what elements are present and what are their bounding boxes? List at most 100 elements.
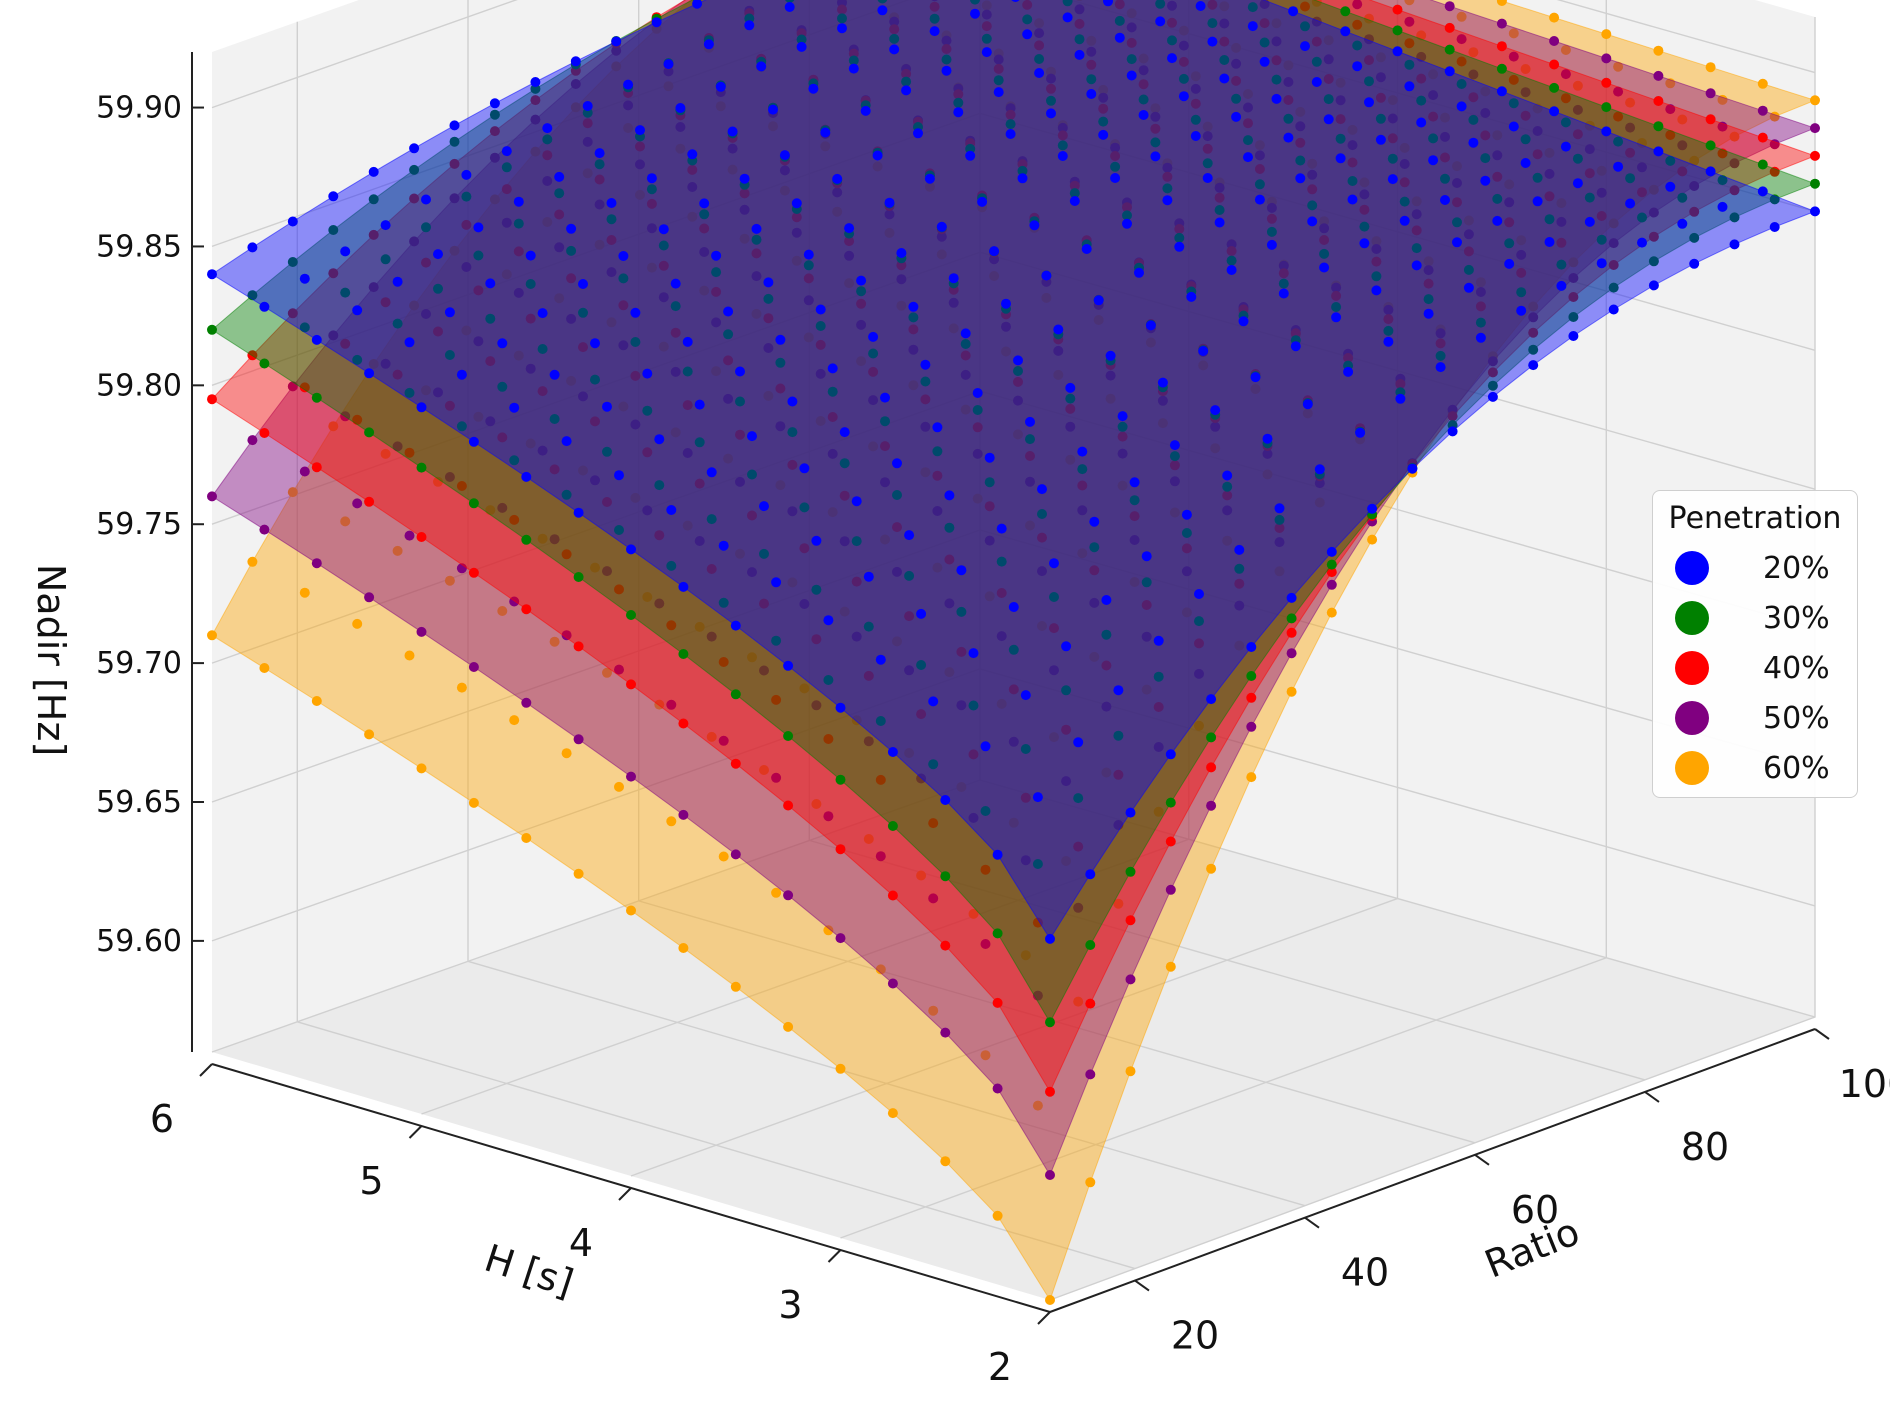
data-point [863, 621, 874, 632]
data-point [1532, 126, 1543, 136]
data-point [1532, 149, 1543, 160]
data-point [1331, 312, 1342, 323]
data-point [1234, 563, 1245, 574]
data-point [1300, 1, 1310, 12]
data-point [779, 185, 790, 196]
data-point [1032, 917, 1043, 928]
data-point [623, 79, 634, 90]
data-point [1022, 14, 1033, 25]
data-point [611, 61, 622, 72]
data-point [509, 715, 520, 726]
data-point [1126, 8, 1137, 19]
data-point [889, 16, 900, 27]
data-point [896, 260, 907, 271]
data-point [1153, 742, 1164, 752]
data-point [984, 501, 995, 512]
data-point [1153, 635, 1164, 646]
data-point [1246, 692, 1257, 703]
data-point [1463, 215, 1474, 226]
data-point [884, 209, 895, 220]
data-point [578, 391, 588, 402]
data-point [614, 781, 624, 792]
data-point [1165, 836, 1176, 847]
data-point [1266, 239, 1277, 250]
data-point [1202, 121, 1213, 132]
data-point [694, 478, 705, 489]
data-point [872, 150, 883, 161]
data-point [1093, 295, 1104, 306]
data-point [1757, 78, 1768, 89]
data-point [851, 496, 862, 507]
legend: Penetration 20% 30% 40% 50% 60% [1652, 490, 1858, 798]
data-point [1367, 534, 1378, 545]
data-point [972, 493, 983, 504]
data-point [1190, 131, 1201, 141]
data-point [489, 152, 500, 163]
data-point [1022, 0, 1033, 10]
data-point [1496, 63, 1507, 74]
data-point [1544, 191, 1555, 202]
data-point [687, 182, 698, 192]
data-point [989, 271, 1000, 281]
data-point [1428, 111, 1439, 122]
data-point [984, 591, 995, 602]
data-point [1266, 202, 1277, 213]
data-point [368, 229, 379, 240]
data-point [1387, 174, 1398, 185]
data-point [549, 534, 560, 545]
data-point [1404, 38, 1415, 49]
data-point [1568, 292, 1579, 302]
data-point [287, 487, 298, 498]
data-point [1411, 209, 1422, 220]
data-point [1167, 17, 1177, 28]
data-point [670, 327, 681, 338]
data-point [626, 610, 636, 620]
data-point [892, 636, 902, 647]
data-point [1528, 312, 1539, 323]
data-point [328, 268, 339, 279]
data-point [1053, 324, 1064, 335]
data-point [1254, 194, 1265, 205]
data-point [1487, 367, 1498, 378]
data-point [525, 313, 536, 324]
data-point [561, 436, 572, 447]
data-point [1556, 216, 1567, 227]
data-point [1103, 0, 1113, 7]
data-point [727, 126, 738, 137]
data-point [1032, 1100, 1043, 1111]
data-point [570, 79, 581, 89]
legend-title: Penetration [1668, 501, 1842, 536]
data-point [989, 246, 1000, 257]
data-point [1005, 109, 1016, 120]
data-point [1596, 165, 1607, 176]
data-point [1165, 749, 1176, 760]
data-point [1411, 225, 1422, 236]
legend-item: 40% [1653, 645, 1857, 691]
data-point [980, 741, 991, 752]
data-point [931, 0, 938, 2]
data-point [1392, 46, 1403, 57]
data-point [1335, 114, 1346, 125]
data-point [1572, 129, 1583, 140]
data-point [1404, 16, 1415, 27]
data-point [1757, 186, 1768, 197]
data-point [868, 395, 879, 406]
data-point [1399, 196, 1410, 207]
data-point [730, 849, 741, 860]
data-point [444, 307, 455, 318]
data-point [1404, 81, 1415, 92]
data-point [1181, 566, 1192, 577]
data-point [992, 849, 1003, 860]
data-point [525, 279, 536, 289]
data-point [1073, 793, 1084, 804]
data-point [1556, 198, 1567, 209]
data-point [1544, 168, 1555, 179]
data-point [573, 507, 584, 518]
data-point [1138, 110, 1149, 120]
data-point [779, 165, 790, 176]
data-point [1608, 304, 1619, 315]
ratio-tick [1134, 1279, 1150, 1292]
data-point [554, 188, 565, 199]
data-point [602, 446, 612, 457]
data-point [1222, 481, 1233, 492]
